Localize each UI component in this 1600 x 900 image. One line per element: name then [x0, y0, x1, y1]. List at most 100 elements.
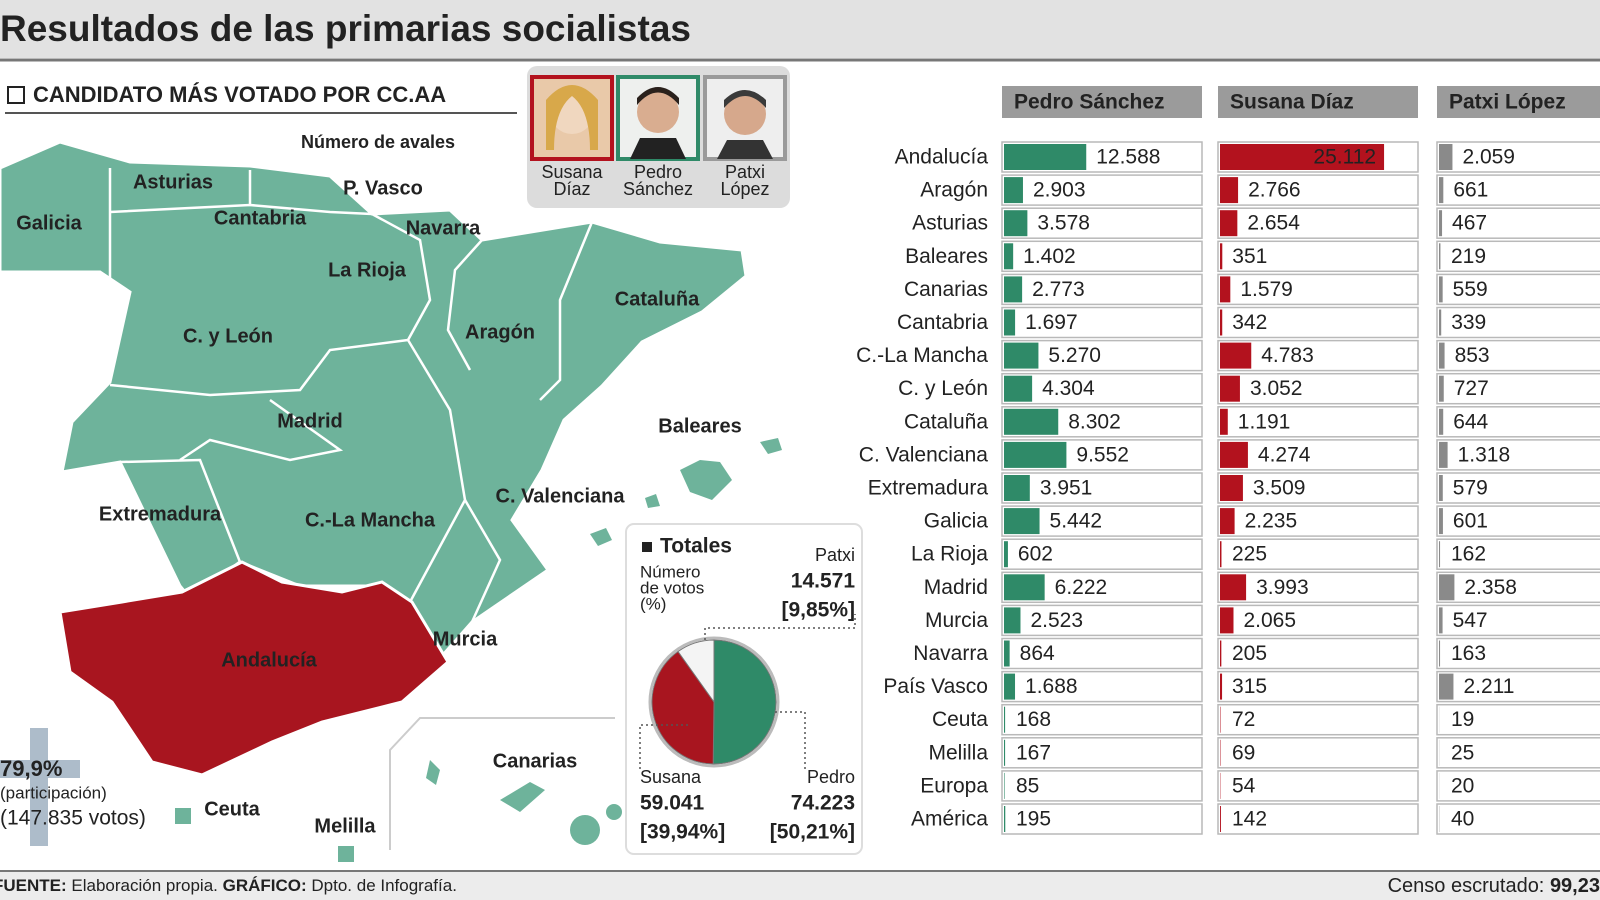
bar: [1439, 276, 1443, 303]
border: [371, 212, 432, 341]
column-header: [1218, 86, 1418, 118]
map-label: Aragón: [465, 321, 535, 343]
cell: [1436, 406, 1600, 438]
bar: [1004, 408, 1059, 435]
value-label: 601: [1453, 510, 1488, 533]
row-label: La Rioja: [911, 543, 988, 566]
map-label: C. Valenciana: [496, 485, 626, 507]
row-label: América: [911, 808, 988, 831]
border: [539, 221, 594, 401]
border: [179, 398, 344, 462]
footer-source: FUENTE: Elaboración propia. GRÁFICO: Dpt…: [0, 876, 457, 895]
candidate-name: Pedro: [634, 162, 682, 182]
value-label: 3.993: [1256, 576, 1309, 599]
island: [760, 438, 782, 454]
map-label: Cataluña: [615, 288, 700, 310]
row-label: Melilla: [928, 741, 988, 764]
pie-votes: 74.223: [791, 792, 855, 815]
suit: [717, 140, 773, 159]
value-label: 315: [1232, 675, 1267, 698]
value-label: 2.211: [1463, 675, 1514, 698]
cell: [1217, 737, 1419, 769]
cell: [1001, 372, 1203, 405]
bar: [1004, 607, 1021, 634]
map-label: Canarias: [493, 750, 578, 772]
legend-label: Susana Díaz: [1230, 91, 1354, 114]
pie-percent: [39,94%]: [640, 821, 725, 844]
cell: [1217, 406, 1419, 438]
value-label: 85: [1016, 774, 1039, 797]
value-label: 2.523: [1030, 609, 1083, 632]
row-label: Cataluña: [904, 410, 988, 433]
bar: [1439, 441, 1448, 468]
candidate-name: López: [720, 179, 769, 199]
value-label: 661: [1453, 179, 1488, 202]
island: [645, 494, 660, 508]
row-label: Madrid: [924, 576, 988, 599]
bar: [1220, 375, 1240, 402]
row-label: C.-La Mancha: [856, 344, 988, 367]
graphic-label: GRÁFICO:: [223, 876, 307, 895]
source: Elaboración propia.: [67, 876, 223, 895]
value-label: 2.654: [1247, 212, 1300, 235]
map-label: Navarra: [406, 217, 481, 239]
cell: [1436, 207, 1600, 239]
bar-table: Pedro Sánchez Susana Díaz Patxi López Andal…: [856, 86, 1600, 835]
cell: [1001, 637, 1203, 670]
value-label: 20: [1451, 774, 1474, 797]
value-label: 69: [1232, 741, 1255, 764]
value-label: 219: [1451, 245, 1486, 268]
island: [606, 804, 622, 820]
pie-slice: [651, 650, 715, 765]
row-label: Europa: [920, 774, 988, 797]
value-label: 3.951: [1040, 477, 1093, 500]
bar: [1439, 640, 1441, 667]
cell: [1001, 737, 1203, 769]
value-label: 2.059: [1462, 146, 1515, 169]
cell: [1001, 538, 1203, 570]
value-label: 4.274: [1258, 443, 1311, 466]
cell: [1001, 604, 1203, 637]
row-label: Extremadura: [868, 477, 989, 500]
value-label: 162: [1451, 543, 1486, 566]
map-label: C. y León: [183, 325, 273, 347]
map-label: P. Vasco: [343, 177, 423, 199]
bar: [1439, 309, 1442, 336]
bar: [1220, 541, 1222, 568]
melilla: [338, 846, 354, 862]
bar: [1220, 508, 1235, 535]
pie-rim: [648, 636, 780, 768]
value-label: 467: [1452, 212, 1487, 235]
bar: [1004, 508, 1040, 535]
cell: [1436, 339, 1600, 372]
cell: [1436, 174, 1600, 206]
bar: [1439, 574, 1455, 601]
bar: [1220, 309, 1223, 336]
value-label: 205: [1232, 642, 1267, 665]
value-label: 167: [1016, 741, 1051, 764]
value-label: 25: [1451, 741, 1474, 764]
cell: [1436, 439, 1600, 471]
value-label: 727: [1454, 377, 1489, 400]
value-label: 142: [1232, 808, 1267, 831]
row-label: Andalucía: [895, 146, 989, 169]
row-label: Canarias: [904, 278, 988, 301]
cell: [1436, 703, 1600, 736]
bar: [1439, 508, 1443, 535]
value-label: 644: [1453, 410, 1488, 433]
value-label: 4.304: [1042, 377, 1095, 400]
pie-percent: [9,85%]: [781, 599, 855, 622]
bar: [1220, 210, 1238, 237]
row-label: Galicia: [924, 510, 989, 533]
bar: [1220, 342, 1252, 369]
value-label: 195: [1016, 808, 1051, 831]
cell: [1436, 803, 1600, 835]
map-label: Ceuta: [204, 798, 260, 820]
map-label: C.-La Mancha: [305, 509, 436, 531]
value-label: 2.773: [1032, 278, 1085, 301]
bar: [1220, 475, 1243, 501]
participation-icon: [0, 728, 80, 846]
island: [426, 760, 440, 785]
legend-title: CANDIDATO MÁS VOTADO POR CC.AA: [33, 82, 446, 107]
